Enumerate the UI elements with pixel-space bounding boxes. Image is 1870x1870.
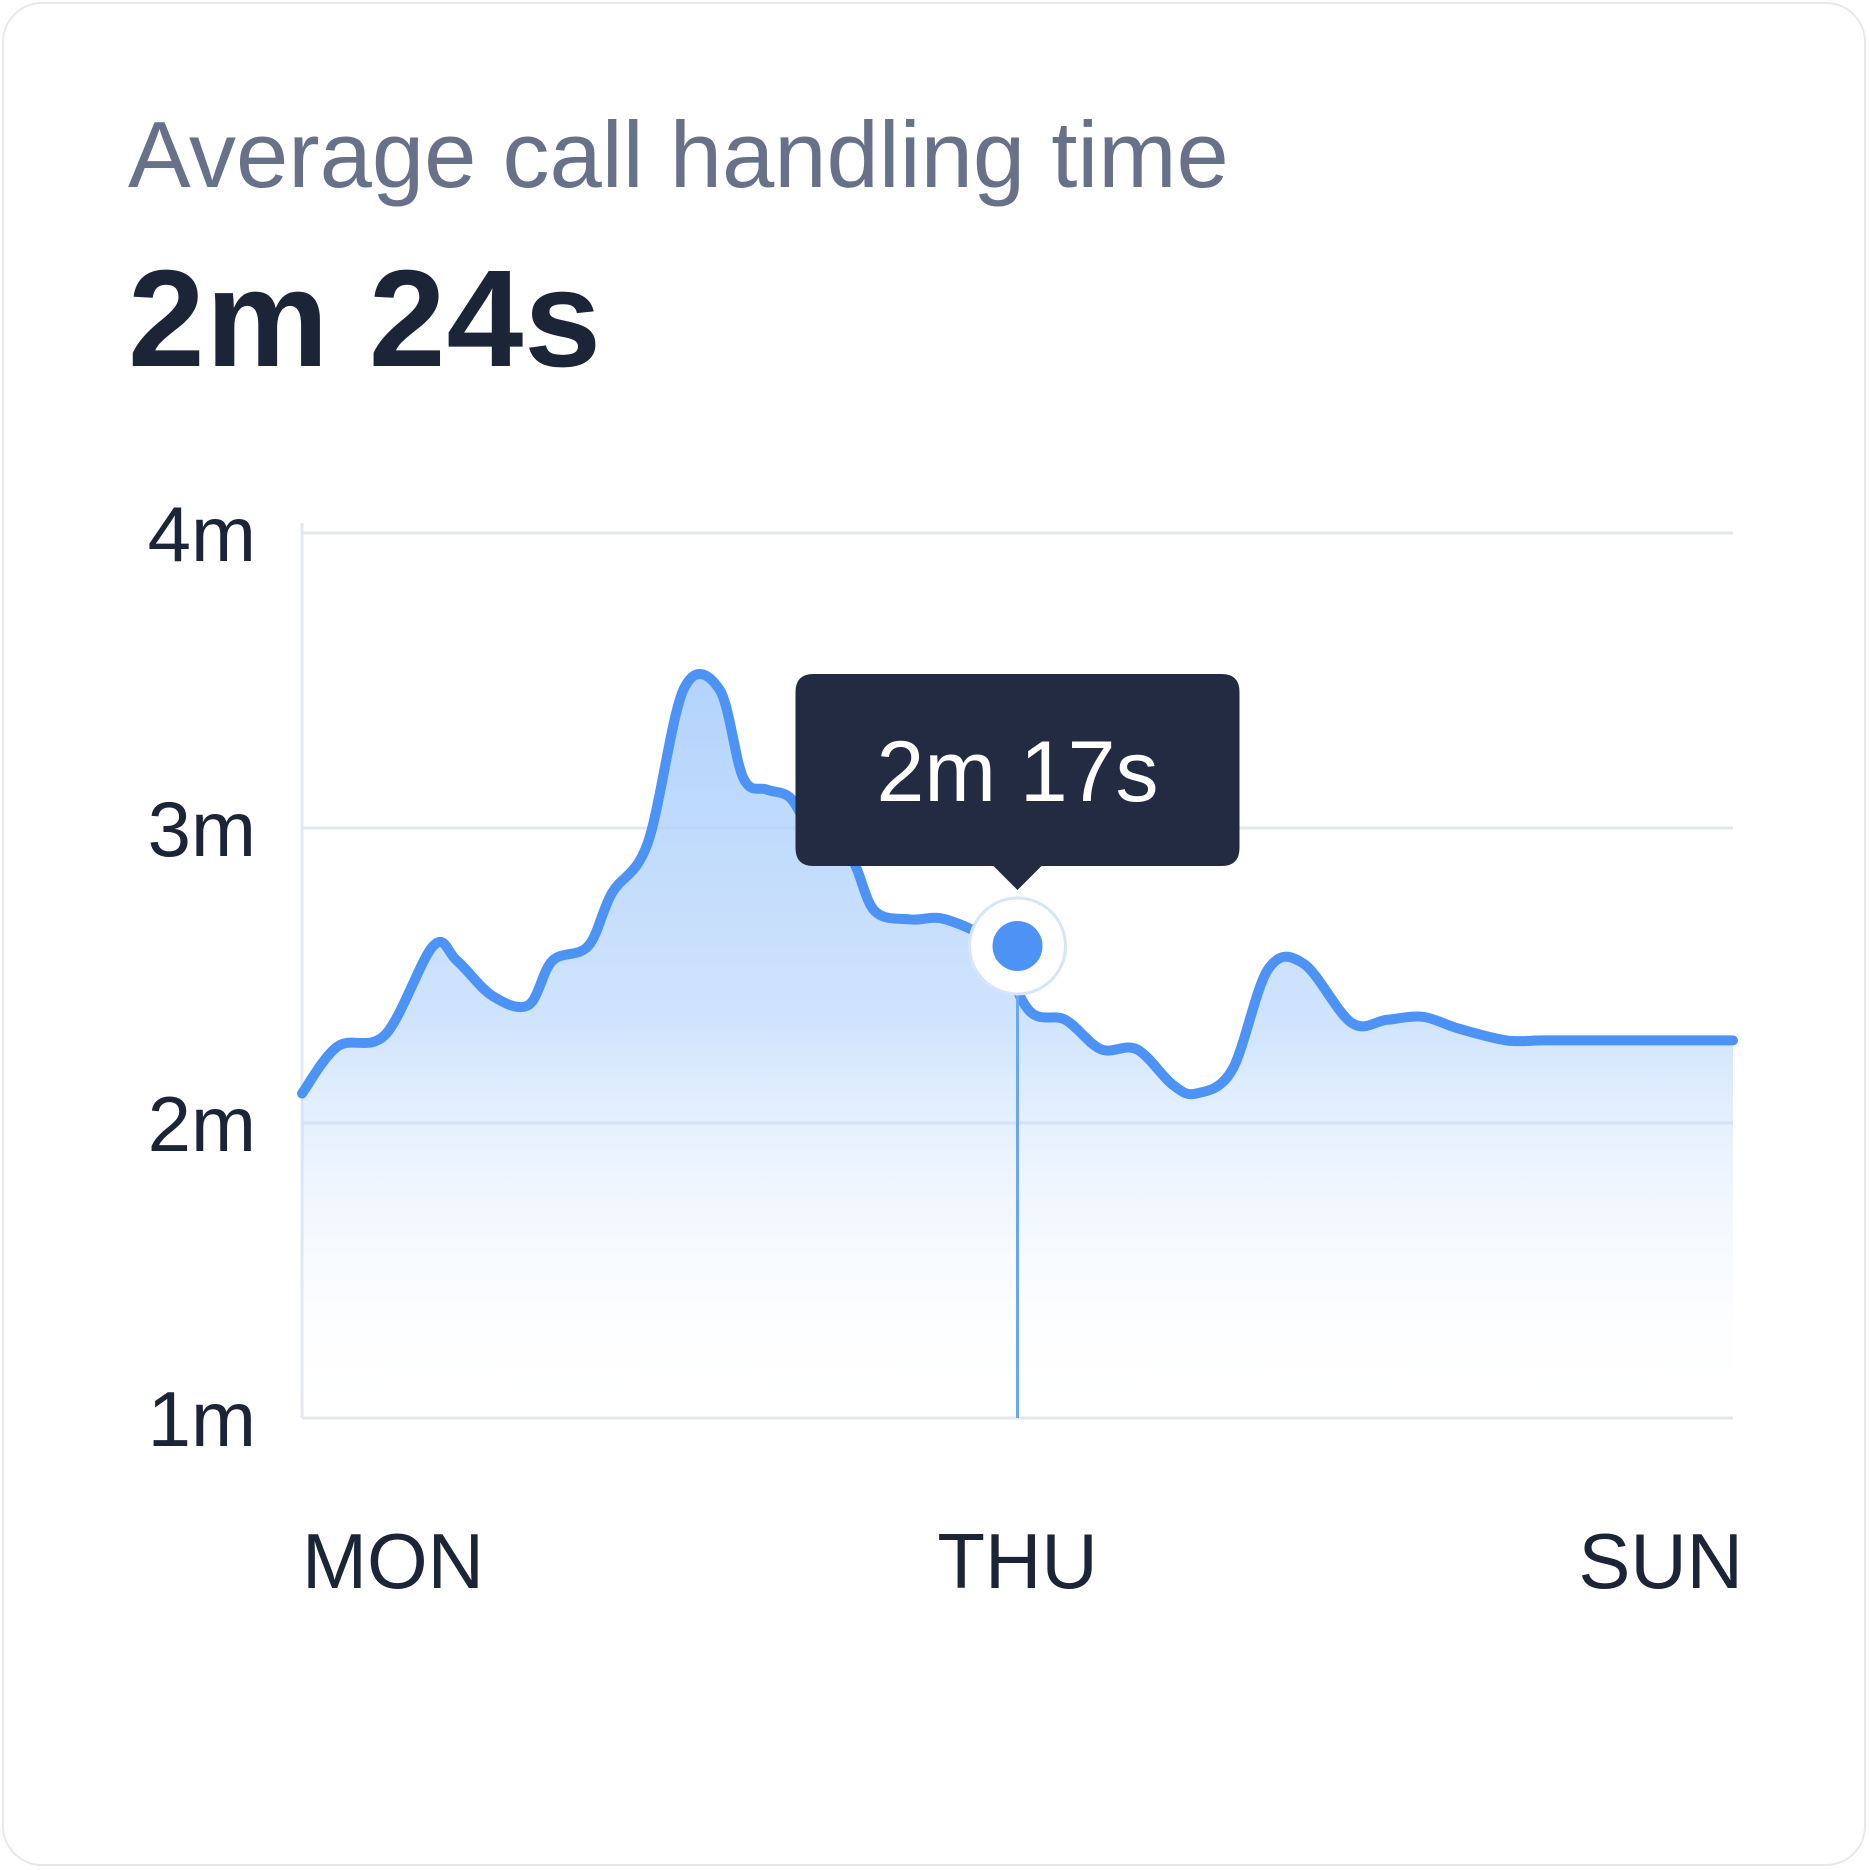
x-tick-label: THU — [937, 1517, 1097, 1605]
y-tick-label: 2m — [148, 1080, 256, 1168]
series-line — [297, 669, 1738, 1100]
x-tick-label: SUN — [1578, 1517, 1743, 1605]
y-tick-label: 3m — [148, 785, 256, 873]
hover-point[interactable] — [992, 921, 1043, 971]
y-axis-ticks: 1m 2m 3m 4m — [148, 490, 256, 1463]
card-title: Average call handling time — [128, 102, 1229, 207]
y-tick-label: 1m — [148, 1375, 256, 1463]
y-tick-label: 4m — [148, 490, 256, 578]
x-axis-ticks: MON THU SUN — [302, 1517, 1743, 1605]
card-value: 2m 24s — [128, 242, 603, 396]
tooltip-label: 2m 17s — [876, 724, 1158, 820]
tooltip: 2m 17s — [795, 674, 1240, 890]
x-tick-label: MON — [302, 1517, 484, 1605]
tooltip-background — [795, 674, 1240, 890]
